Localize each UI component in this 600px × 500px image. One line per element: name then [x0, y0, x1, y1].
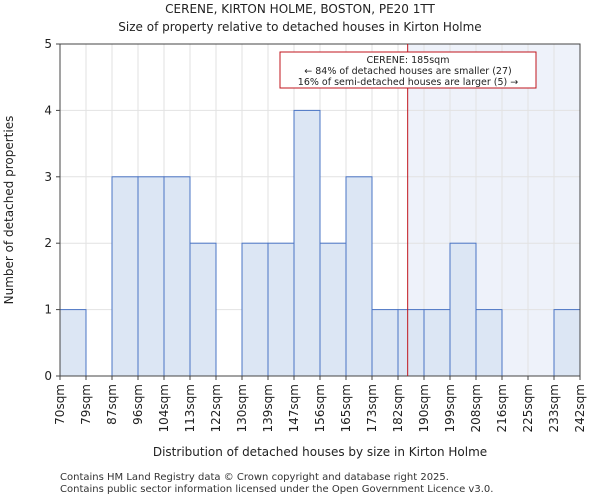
x-tick-label: 139sqm — [261, 384, 275, 432]
histogram-bar — [111, 176, 139, 377]
histogram-bar — [423, 309, 451, 377]
x-tick-label: 199sqm — [443, 384, 457, 432]
x-tick-label: 165sqm — [339, 384, 353, 432]
x-tick-label: 96sqm — [131, 384, 145, 425]
x-tick-label: 87sqm — [105, 384, 119, 425]
x-tick-label: 216sqm — [495, 384, 509, 432]
x-tick-label: 208sqm — [469, 384, 483, 432]
histogram-bar — [163, 176, 191, 377]
y-tick-label: 1 — [44, 303, 52, 317]
chart-subtitle: Size of property relative to detached ho… — [118, 20, 482, 34]
histogram-bar — [475, 309, 503, 377]
x-tick-label: 190sqm — [417, 384, 431, 432]
histogram-chart: 0 1 2 3 4 5 70sqm 79sqm 87sqm 96sqm 104sqm 113sqm 12… — [2, 37, 587, 459]
histogram-bar — [371, 309, 399, 377]
x-tick-label: 147sqm — [287, 384, 301, 432]
y-axis-label: Number of detached properties — [2, 116, 16, 305]
y-tick-label: 3 — [44, 170, 52, 184]
x-tick-label: 225sqm — [521, 384, 535, 432]
annotation-line: 16% of semi-detached houses are larger (… — [298, 77, 518, 88]
annotation-line: ← 84% of detached houses are smaller (27… — [304, 66, 511, 77]
x-tick-label: 156sqm — [313, 384, 327, 432]
histogram-bar — [449, 242, 477, 377]
y-tick-label: 5 — [44, 37, 52, 51]
footer-line-1: Contains HM Land Registry data © Crown c… — [60, 472, 449, 483]
x-tick-label: 122sqm — [209, 384, 223, 432]
histogram-bar — [267, 242, 295, 377]
annotation-line: CERENE: 185sqm — [367, 55, 450, 66]
footer-line-2: Contains public sector information licen… — [60, 484, 494, 495]
y-tick-label: 0 — [44, 369, 52, 383]
histogram-bar — [241, 242, 269, 377]
x-tick-label: 104sqm — [157, 384, 171, 432]
histogram-bar — [345, 176, 373, 377]
x-tick-label: 173sqm — [365, 384, 379, 432]
annotation-box — [279, 51, 537, 89]
histogram-bar — [319, 242, 347, 377]
x-tick-label: 130sqm — [235, 384, 249, 432]
x-axis-label: Distribution of detached houses by size … — [153, 445, 487, 459]
histogram-bar — [189, 242, 217, 377]
x-tick-label: 70sqm — [53, 384, 67, 425]
y-tick-label: 4 — [44, 103, 52, 117]
histogram-bar — [553, 309, 581, 377]
histogram-bar — [137, 176, 165, 377]
x-tick-label: 113sqm — [183, 384, 197, 432]
x-tick-label: 242sqm — [573, 384, 587, 432]
chart-title: CERENE, KIRTON HOLME, BOSTON, PE20 1TT — [165, 2, 435, 16]
x-tick-label: 182sqm — [391, 384, 405, 432]
x-tick-label: 79sqm — [79, 384, 93, 425]
y-tick-label: 2 — [44, 236, 52, 250]
histogram-bar — [397, 309, 425, 377]
x-tick-label: 233sqm — [547, 384, 561, 432]
histogram-bar — [59, 309, 87, 377]
histogram-bar — [293, 109, 321, 377]
